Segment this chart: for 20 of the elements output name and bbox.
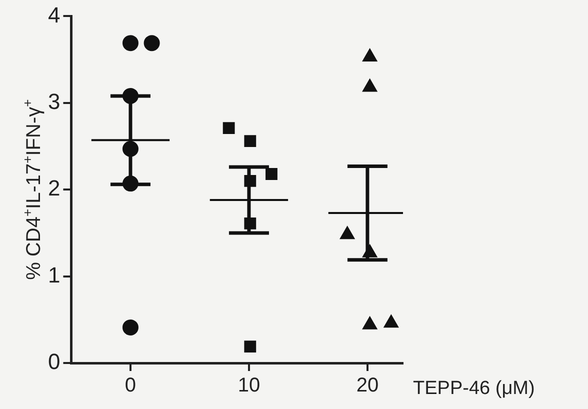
point	[266, 168, 278, 180]
x-tick-label: 20	[356, 374, 379, 397]
x-tick-label: 0	[124, 374, 136, 397]
point	[244, 135, 256, 147]
point	[222, 122, 235, 134]
point	[384, 315, 398, 328]
y-axis-title: % CD4+IL-17+IFN-γ+	[20, 99, 45, 280]
point	[244, 340, 256, 352]
point	[122, 35, 138, 52]
point	[340, 226, 354, 240]
x-axis-title: TEPP-46 (μM)	[413, 378, 535, 399]
x-tick-label: 10	[238, 374, 260, 397]
y-tick-label: 2	[48, 176, 60, 201]
y-tick-label: 0	[48, 349, 60, 374]
y-tick-label: 1	[48, 262, 60, 288]
point	[144, 35, 160, 52]
point	[362, 316, 377, 330]
y-tick-label: 3	[48, 88, 60, 114]
point	[122, 319, 138, 336]
y-tick-label: 4	[48, 2, 60, 28]
